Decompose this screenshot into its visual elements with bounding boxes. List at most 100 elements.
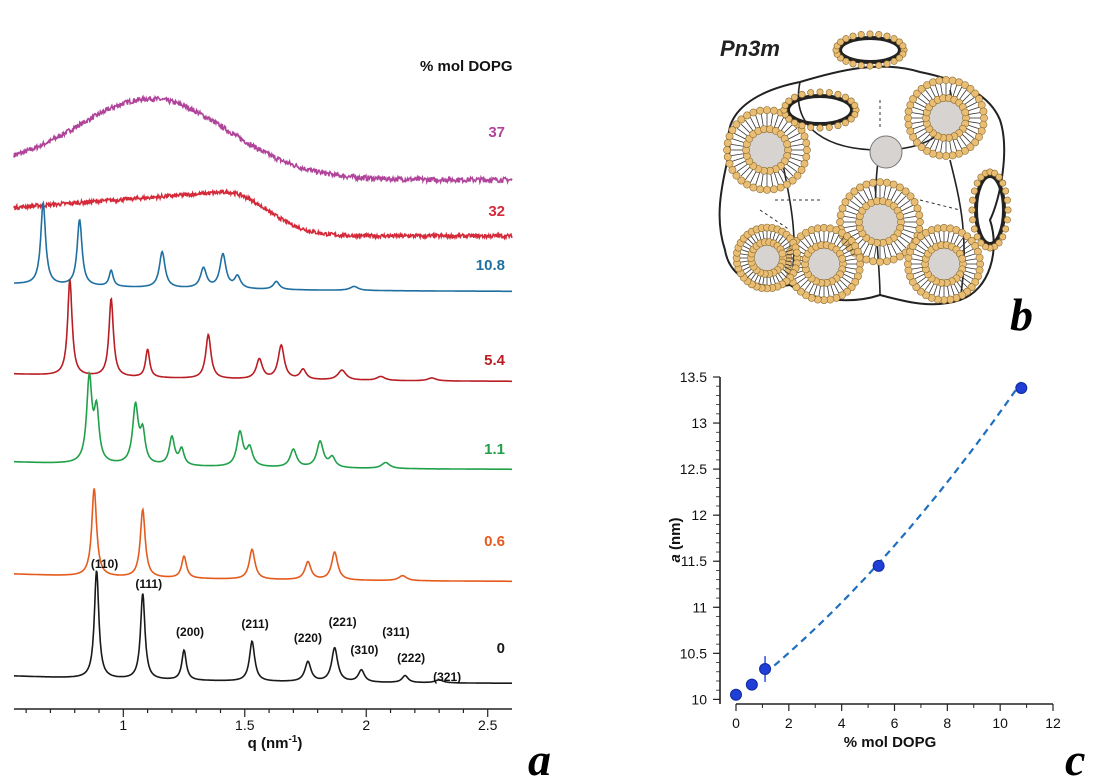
pn3m-structure-illustration: Pn3m b — [718, 30, 1033, 340]
lipid-head — [841, 93, 849, 101]
lipid-tail — [949, 83, 952, 97]
lipid-tail — [835, 280, 844, 292]
lipid-tail — [928, 234, 935, 246]
lipid-head — [788, 176, 797, 185]
lipid-head — [763, 106, 771, 114]
lattice-y-tick-label: 11 — [692, 599, 707, 615]
lipid-tail — [893, 191, 903, 204]
lipid-tail — [934, 138, 940, 152]
lipid-head — [778, 249, 787, 258]
lipid-tail — [787, 132, 801, 140]
lipid-tail — [916, 244, 928, 253]
lipid-head — [800, 159, 809, 168]
lipid-head — [783, 180, 791, 189]
lipid-tail — [886, 186, 892, 201]
lipid-head — [749, 108, 758, 117]
lipid-tail — [920, 92, 931, 103]
lipid-tail — [924, 280, 933, 292]
saxs-x-tick-label: 2.5 — [478, 717, 498, 733]
lipid-tail — [777, 116, 785, 130]
lipid-tail — [962, 273, 974, 280]
lipid-tail — [770, 113, 774, 128]
lipid-head — [875, 61, 883, 69]
lipid-head — [838, 204, 847, 213]
lipid-tail — [911, 112, 925, 115]
lipid-head — [883, 178, 891, 187]
lipid-tail — [958, 135, 968, 147]
lipid-tail — [846, 204, 860, 212]
lipid-tail — [964, 258, 978, 262]
lipid-tail — [940, 139, 943, 153]
lipid-tail — [772, 274, 777, 285]
lipid-head — [841, 119, 849, 127]
lipid-head — [1004, 206, 1012, 214]
lipid-tail — [963, 253, 976, 258]
lattice-x-tick-label: 10 — [992, 715, 1008, 731]
lipid-head — [770, 106, 778, 115]
lipid-tail — [910, 266, 924, 270]
lipid-tail — [912, 270, 925, 275]
lipid-tail — [739, 253, 750, 256]
lipid-head — [904, 120, 913, 129]
lipid-head — [995, 173, 1003, 181]
lipid-head — [732, 171, 741, 180]
lipid-head — [723, 146, 731, 154]
lipid-tail — [902, 225, 917, 229]
saxs-curve-37 — [13, 94, 513, 186]
lipid-tail — [917, 96, 929, 106]
lipid-head — [793, 171, 802, 180]
lipid-tail — [883, 185, 887, 200]
lipid-tail — [920, 240, 930, 250]
lipid-tail — [924, 236, 933, 248]
lipid-head — [770, 185, 778, 194]
saxs-curve-0 — [14, 570, 513, 685]
lipid-head — [797, 166, 806, 174]
lipid-tail — [838, 240, 848, 250]
lipid-tail — [967, 121, 981, 124]
lipid-head — [966, 84, 975, 93]
lipid-tail — [920, 278, 930, 288]
lipid-head — [973, 233, 981, 241]
series-label-32: 32 — [488, 203, 505, 220]
hkl-label: (211) — [241, 617, 268, 631]
lipid-tail — [780, 168, 790, 181]
lipid-head — [973, 179, 981, 187]
lipid-tail — [868, 243, 874, 258]
lipid-tail — [818, 230, 822, 244]
lipid-tail — [844, 266, 858, 270]
lipid-tail — [773, 114, 779, 129]
series-label-5-4: 5.4 — [484, 352, 506, 369]
lipid-tail — [787, 160, 801, 168]
lipid-tail — [966, 106, 980, 112]
lipid-tail — [901, 228, 916, 234]
lipid-head — [737, 115, 746, 124]
saxs-x-tick-label: 1 — [119, 717, 127, 733]
lipid-tail — [788, 156, 803, 162]
lipid-head — [791, 93, 799, 101]
lipid-tail — [736, 163, 749, 173]
lipid-tail — [955, 86, 963, 99]
lipid-tail — [916, 275, 928, 284]
hkl-label: (221) — [329, 615, 357, 629]
lipid-head — [977, 239, 985, 247]
lipid-head — [904, 107, 913, 116]
lipid-tail — [949, 139, 952, 153]
lipid-head — [807, 89, 815, 97]
lattice-x-tick-label: 6 — [891, 715, 899, 731]
lipid-tail — [744, 119, 754, 132]
lipid-tail — [760, 172, 764, 187]
lipid-tail — [794, 273, 806, 280]
lipid-head — [807, 123, 815, 131]
saxs-series-labels: 37 32 10.8 5.4 1.1 0.6 0 — [476, 124, 506, 657]
lattice-x-tick-label: 2 — [785, 715, 793, 731]
lipid-head — [866, 30, 874, 38]
lipid-tail — [789, 143, 804, 147]
lipid-tail — [730, 153, 745, 157]
lipid-head — [906, 127, 915, 135]
lipid-tail — [900, 232, 914, 240]
lipid-tail — [953, 282, 960, 294]
lipid-head — [837, 38, 845, 46]
lipid-tail — [843, 225, 858, 229]
lattice-x-tick-label: 0 — [732, 715, 740, 731]
lipid-tail — [804, 236, 813, 248]
